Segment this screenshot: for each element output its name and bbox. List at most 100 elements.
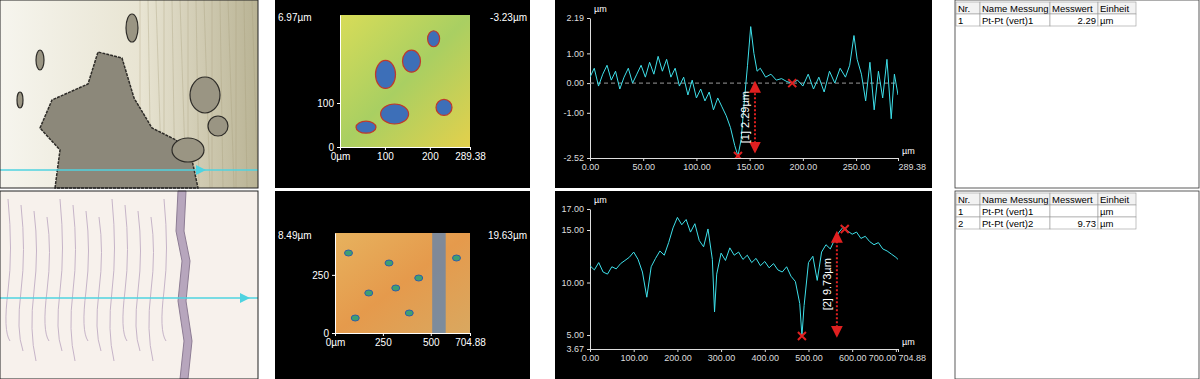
- surface-x-axis: 0µm100200289.38: [331, 147, 487, 162]
- surface-y-tick: 100: [317, 98, 340, 109]
- y-tick: 15.00: [561, 225, 590, 235]
- surface-y-tick-label: 0: [323, 328, 329, 339]
- surface-feature: [385, 260, 393, 266]
- x-tick: 200.00: [664, 349, 692, 363]
- x-tick-mark: [696, 158, 697, 161]
- micrograph-streak: [97, 217, 102, 351]
- surface-y-tick-mark: [337, 103, 340, 104]
- chart-background: [555, 191, 932, 379]
- micrograph-feature: [36, 50, 44, 70]
- surface-y-axis-line: [335, 234, 336, 334]
- micrograph-background: [0, 0, 258, 188]
- surface-y-tick-mark: [332, 275, 335, 276]
- micrograph-background: [0, 191, 258, 379]
- x-axis-title: µm: [902, 146, 915, 156]
- y-tick-label: 10.00: [561, 278, 584, 288]
- surface-x-tick-label: 200: [422, 151, 439, 162]
- table-header: Name Messung: [982, 194, 1049, 205]
- x-tick: 400.00: [752, 349, 780, 363]
- x-tick-label: 600.00: [839, 353, 867, 363]
- x-tick: 100.00: [683, 158, 711, 172]
- x-tick-label: 500.00: [795, 353, 823, 363]
- table-text: µm: [1100, 218, 1113, 229]
- y-tick: -1.00: [563, 108, 590, 118]
- surface-y-axis-line: [340, 16, 341, 148]
- table-header: Messwert: [1052, 3, 1093, 14]
- surface-x-tick-mark: [383, 333, 384, 336]
- surface-feature: [392, 285, 400, 291]
- micrograph-streak: [45, 217, 50, 341]
- table-header: Nr.: [958, 194, 970, 205]
- table-header: Messwert: [1052, 194, 1093, 205]
- surface-background: [275, 191, 530, 379]
- surface-x-tick-label: 100: [377, 151, 394, 162]
- surface-feature: [376, 60, 396, 88]
- y-tick-label: 15.00: [561, 225, 584, 235]
- surface-feature: [356, 121, 376, 133]
- x-tick-label: 700.00: [869, 353, 897, 363]
- profile-chart: 0.00100.00200.00300.00400.00500.00600.00…: [555, 191, 932, 379]
- profile-direction: [240, 293, 250, 303]
- table-text: 9.73: [1078, 218, 1097, 229]
- y-axis-title: µm: [594, 195, 607, 205]
- x-tick-label: 200.00: [790, 162, 818, 172]
- surface-feature: [428, 31, 440, 47]
- surface-feature: [415, 275, 423, 281]
- x-tick-mark: [721, 349, 722, 352]
- chart-background: [555, 0, 932, 188]
- table-cell: [980, 14, 1050, 26]
- micrograph-streak: [84, 211, 89, 341]
- x-tick-mark: [896, 349, 897, 352]
- surface-feature: [405, 310, 413, 316]
- surface-feature: [365, 290, 373, 296]
- y-tick-mark: [587, 349, 590, 350]
- x-tick-label: 50.00: [632, 162, 655, 172]
- micrograph-streak: [236, 0, 237, 188]
- profile-line-marker: [0, 297, 258, 299]
- y-tick-mark: [587, 230, 590, 231]
- micrograph-feature: [40, 52, 198, 188]
- micrograph-feature: [172, 138, 204, 162]
- surface-label: 19.63µm: [488, 230, 527, 241]
- x-tick-mark: [765, 349, 766, 352]
- table-text: Pt-Pt (vert)1: [982, 15, 1033, 26]
- x-tick-mark: [856, 158, 857, 161]
- micrograph-frame: [0, 191, 258, 379]
- y-tick-mark: [587, 158, 590, 159]
- surface-y-axis: 0100: [317, 16, 340, 153]
- surface-x-tick-label: 500: [423, 337, 440, 348]
- figure: 0µm100200289.3801006.97µm-3.23µm0µm25050…: [0, 0, 1200, 379]
- surface-x-tick: 704.88: [455, 333, 486, 348]
- surface-x-tick: 289.38: [455, 147, 486, 162]
- micrograph-streak: [123, 205, 128, 341]
- micrograph-streak: [71, 205, 76, 361]
- surface-x-tick-mark: [430, 147, 431, 150]
- x-tick-label: 704.88: [899, 353, 927, 363]
- micrograph-streak: [136, 211, 141, 351]
- micrograph-streak: [149, 217, 154, 361]
- micrograph-streak: [58, 199, 63, 351]
- surface-y-tick: 250: [312, 270, 335, 281]
- y-tick-mark: [587, 83, 590, 84]
- measurement-table: Nr.Name MessungMesswertEinheit1Pt-Pt (ve…: [955, 191, 1199, 379]
- micrograph-streak: [228, 0, 234, 188]
- micrograph-streak: [6, 199, 11, 341]
- surface-x-tick: 100: [377, 147, 394, 162]
- surface-feature: [345, 250, 353, 256]
- measure-label: [2] 9.73µm: [821, 258, 833, 310]
- x-axis: 0.00100.00200.00300.00400.00500.00600.00…: [582, 349, 926, 363]
- x-axis-title: µm: [902, 337, 915, 347]
- x-tick: 500.00: [795, 349, 823, 363]
- micrograph-feature: [126, 14, 138, 42]
- surface-feature: [436, 99, 452, 115]
- table-cell: [1098, 205, 1136, 217]
- table-cell: [956, 193, 980, 205]
- table-cell: [1098, 2, 1136, 14]
- profile-line: [590, 27, 898, 156]
- surface-x-tick-label: 289.38: [455, 151, 486, 162]
- surface-x-tick-mark: [385, 147, 386, 150]
- y-tick-label: 2.19: [566, 13, 584, 23]
- x-tick-mark: [898, 349, 899, 352]
- x-tick-label: 100.00: [620, 353, 648, 363]
- micrograph-streak: [252, 0, 258, 188]
